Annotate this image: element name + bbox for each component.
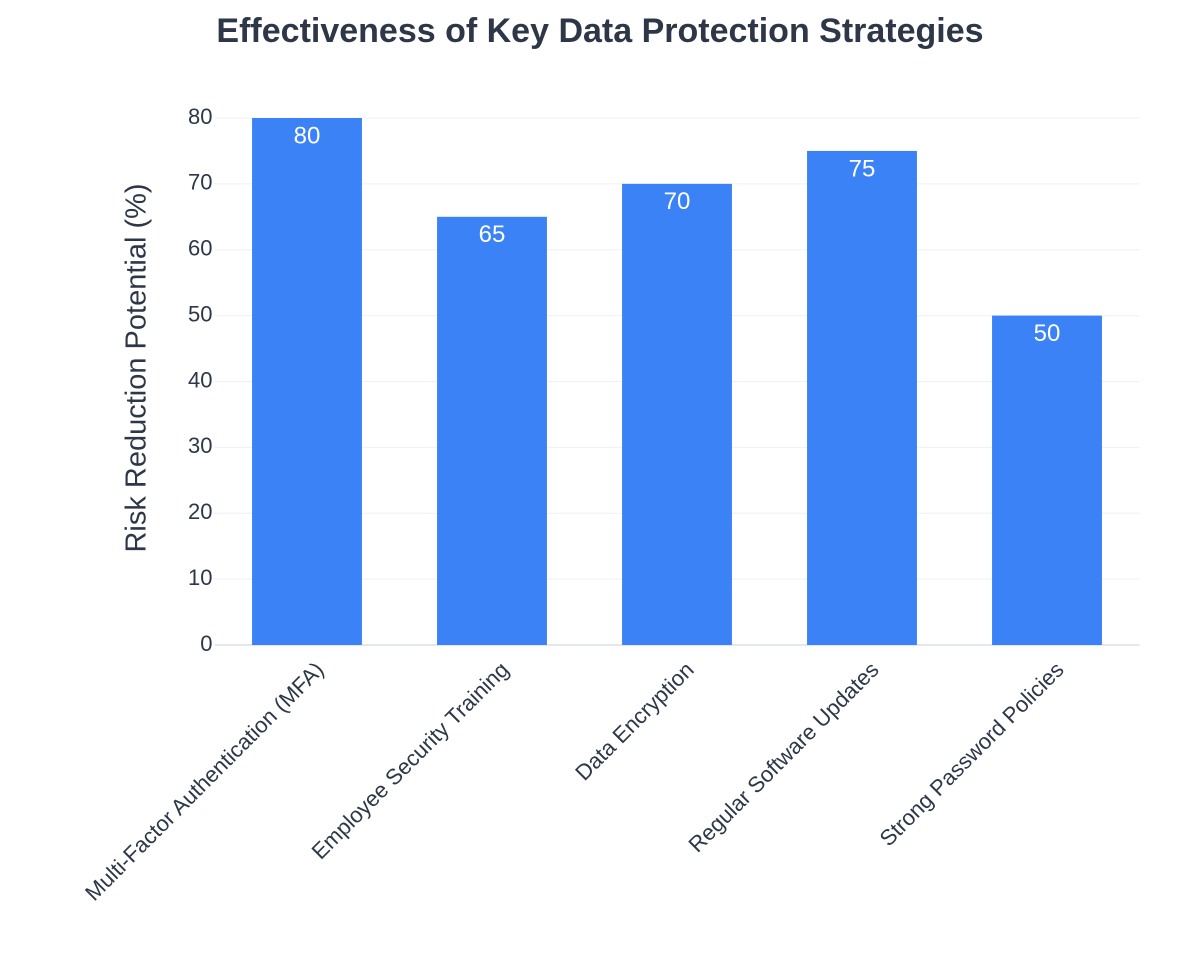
data-label: 50 [1034,320,1061,347]
x-tick-label: Data Encryption [570,657,698,785]
bar [622,183,732,645]
y-tick-label: 60 [188,236,212,261]
x-tick-label: Regular Software Updates [684,657,884,857]
y-tick-label: 50 [188,301,212,326]
x-tick-label: Multi-Factor Authentication (MFA) [80,657,329,906]
y-tick-label: 0 [200,631,212,656]
bar [807,150,917,645]
y-tick-label: 30 [188,433,212,458]
data-label: 65 [479,221,506,248]
y-axis-label: Risk Reduction Potential (%) [121,183,153,552]
bar [252,118,362,645]
y-tick-label: 80 [188,104,212,129]
y-tick-label: 20 [188,499,212,524]
data-label: 75 [849,155,876,182]
x-tick-label: Employee Security Training [307,657,514,864]
x-tick-label: Strong Password Policies [875,657,1069,851]
data-label: 70 [664,188,691,215]
data-label: 80 [294,122,321,149]
bar [992,315,1102,645]
y-tick-label: 10 [188,565,212,590]
chart-title: Effectiveness of Key Data Protection Str… [216,12,983,50]
bar [437,216,547,645]
y-tick-label: 70 [188,170,212,195]
y-tick-label: 40 [188,367,212,392]
